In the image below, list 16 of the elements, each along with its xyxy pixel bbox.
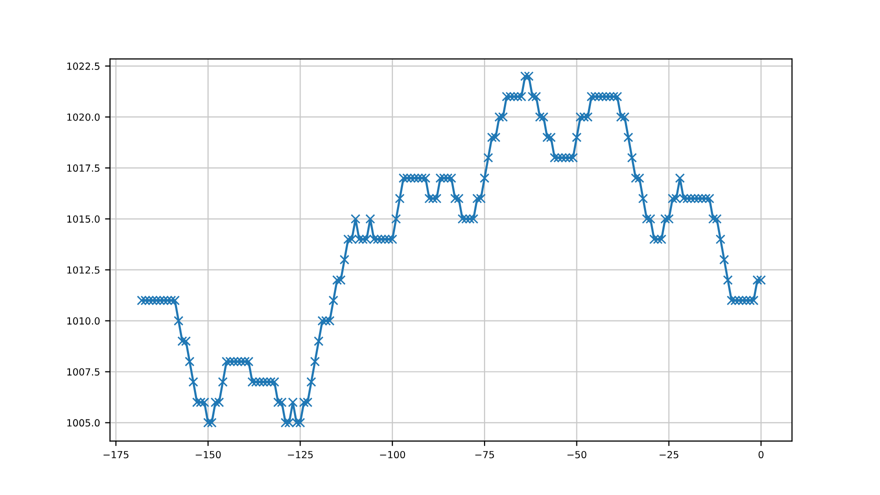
y-tick-label: 1017.5	[67, 164, 100, 172]
y-tick-label: 1012.5	[67, 266, 100, 274]
y-tick-label: 1015.0	[67, 215, 100, 223]
y-tick-label: 1010.0	[67, 317, 100, 325]
x-tick-label: −25	[660, 450, 678, 458]
y-tick-label: 1020.0	[67, 113, 100, 121]
x-tick-label: −125	[288, 450, 313, 458]
x-tick-label: −100	[380, 450, 406, 458]
y-tick-label: 1005.0	[67, 419, 100, 427]
x-tick-label: −50	[567, 450, 586, 458]
x-tick-label: −75	[475, 451, 494, 458]
y-tick-label: 1022.5	[67, 62, 100, 70]
x-tick-label: −175	[104, 451, 128, 458]
x-tick-label: −150	[196, 450, 221, 458]
x-tick-label: 0	[758, 450, 764, 458]
y-tick-label: 1007.5	[67, 368, 100, 376]
